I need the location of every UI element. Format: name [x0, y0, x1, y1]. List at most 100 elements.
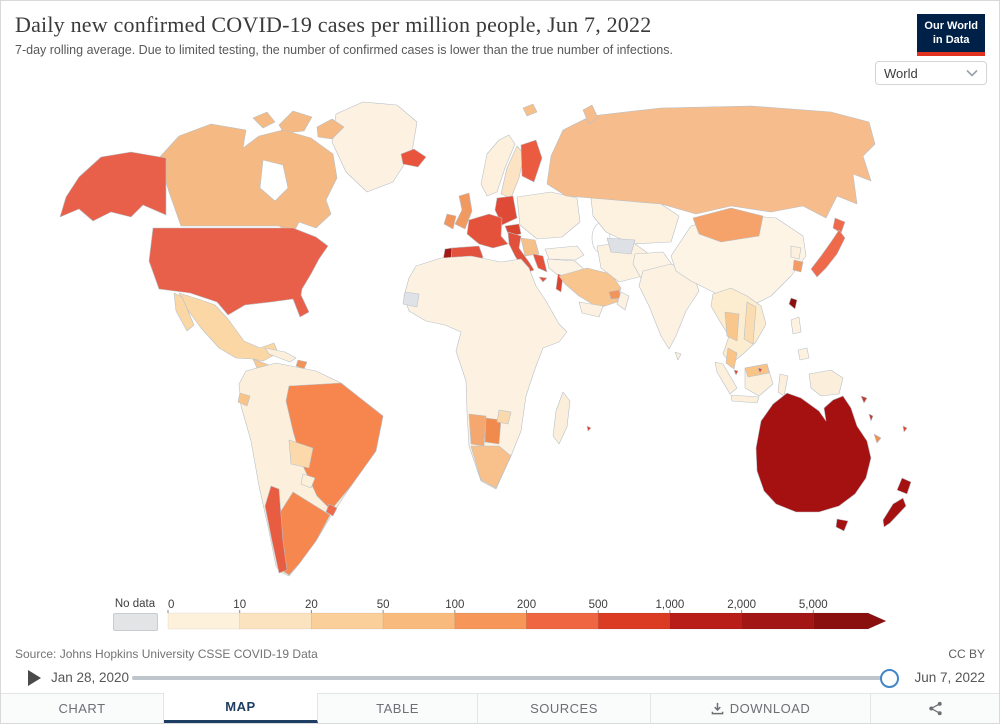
legend-bin[interactable]	[167, 612, 240, 630]
country-botswana[interactable]	[484, 417, 502, 445]
tab-share[interactable]	[871, 693, 999, 723]
legend-no-data-swatch[interactable]	[112, 613, 158, 631]
country-ireland[interactable]	[443, 213, 457, 230]
country-greenland[interactable]	[331, 101, 418, 193]
country-usa[interactable]	[148, 227, 329, 318]
legend-tick-label: 2,000	[727, 599, 756, 611]
country-canada-arctic[interactable]	[316, 118, 345, 140]
country-zimbabwe[interactable]	[496, 409, 512, 425]
svalbard[interactable]	[522, 103, 538, 117]
country-uruguay[interactable]	[325, 503, 338, 517]
tab-bar: CHART MAP TABLE SOURCES DOWNLOAD	[1, 693, 999, 723]
country-western-sahara[interactable]	[402, 291, 420, 308]
entity-dropdown[interactable]: World	[875, 61, 987, 85]
country-canada[interactable]	[158, 123, 338, 235]
country-cuba[interactable]	[264, 347, 297, 363]
region-eastern-europe[interactable]	[516, 191, 581, 240]
country-canada-arctic[interactable]	[278, 110, 313, 134]
play-button[interactable]	[28, 670, 41, 686]
country-greece-crete[interactable]	[538, 276, 548, 283]
country-brunei[interactable]	[757, 367, 763, 374]
country-vietnam[interactable]	[743, 301, 757, 345]
country-mauritius[interactable]	[586, 425, 592, 432]
owid-logo[interactable]: Our World in Data	[917, 14, 985, 56]
legend-tick-label: 1,000	[656, 599, 685, 611]
country-madagascar[interactable]	[552, 391, 571, 445]
country-thailand[interactable]	[724, 311, 740, 342]
country-solomon-islands[interactable]	[860, 395, 868, 404]
country-papua-new-guinea[interactable]	[808, 369, 844, 397]
country-paraguay[interactable]	[300, 473, 316, 489]
country-mexico-baja[interactable]	[173, 292, 195, 332]
country-italy[interactable]	[507, 231, 535, 274]
legend-no-data: No data	[111, 598, 159, 631]
legend-bin[interactable]	[741, 612, 814, 630]
country-sri-lanka[interactable]	[674, 351, 682, 361]
country-south-korea[interactable]	[792, 259, 804, 273]
country-turkey[interactable]	[544, 245, 585, 261]
country-new-zealand-south[interactable]	[882, 497, 907, 528]
novaya-zemlya[interactable]	[582, 104, 599, 125]
legend-bin[interactable]	[382, 612, 456, 630]
country-yemen[interactable]	[578, 301, 604, 318]
country-mongolia[interactable]	[692, 207, 764, 243]
country-indonesia-sumatra[interactable]	[714, 361, 738, 395]
timeline-track[interactable]	[132, 676, 889, 680]
owid-logo-line2: in Data	[932, 34, 970, 47]
country-iceland[interactable]	[400, 148, 427, 168]
country-chile[interactable]	[264, 485, 288, 574]
country-australia-tasmania[interactable]	[835, 518, 849, 532]
world-map[interactable]	[31, 96, 971, 586]
country-usa-alaska[interactable]	[59, 151, 167, 222]
country-norway[interactable]	[480, 134, 516, 197]
country-canada-arctic[interactable]	[252, 111, 276, 129]
timeline-start-date[interactable]: Jan 28, 2020	[51, 670, 130, 685]
legend-bin-open-ended[interactable]	[813, 612, 887, 630]
country-indonesia-java[interactable]	[730, 394, 760, 404]
country-fiji[interactable]	[902, 425, 908, 433]
source-text[interactable]: Source: Johns Hopkins University CSSE CO…	[15, 647, 318, 661]
country-taiwan[interactable]	[788, 297, 798, 310]
legend-bin[interactable]	[597, 612, 671, 630]
license-text[interactable]: CC BY	[948, 647, 985, 661]
country-japan[interactable]	[810, 229, 846, 278]
region-africa[interactable]	[403, 255, 568, 490]
country-finland[interactable]	[520, 139, 543, 183]
country-malaysia[interactable]	[725, 347, 738, 370]
country-greece[interactable]	[532, 253, 548, 273]
country-france[interactable]	[466, 213, 509, 249]
country-turkmenistan[interactable]	[606, 237, 636, 255]
country-new-caledonia[interactable]	[873, 433, 882, 444]
legend-color-scale[interactable]: 0 10 20 50 100 200 500 1,000 2,000 5,000	[167, 598, 891, 632]
country-singapore[interactable]	[733, 369, 739, 376]
timeline-end-date[interactable]: Jun 7, 2022	[914, 670, 985, 685]
country-ecuador[interactable]	[237, 392, 251, 407]
legend-bin[interactable]	[239, 612, 312, 630]
region-central-asia[interactable]	[590, 197, 680, 245]
country-saudi-arabia[interactable]	[558, 267, 622, 309]
country-malaysia-borneo[interactable]	[744, 363, 770, 378]
country-vanuatu[interactable]	[868, 413, 874, 422]
country-philippines-luzon[interactable]	[790, 316, 802, 335]
country-oman[interactable]	[616, 291, 630, 311]
country-philippines-mindanao[interactable]	[797, 347, 810, 361]
country-namibia[interactable]	[468, 413, 487, 447]
legend-bin[interactable]	[526, 612, 599, 630]
legend-bin[interactable]	[454, 612, 527, 630]
country-north-korea[interactable]	[790, 245, 802, 260]
country-australia[interactable]	[755, 392, 872, 513]
country-indonesia-sulawesi[interactable]	[777, 373, 789, 397]
legend-bin[interactable]	[311, 612, 384, 630]
country-south-africa[interactable]	[470, 445, 512, 489]
tab-map[interactable]: MAP	[164, 693, 318, 723]
country-bolivia[interactable]	[288, 439, 314, 469]
legend-bin[interactable]	[669, 612, 742, 630]
tab-download[interactable]: DOWNLOAD	[651, 693, 871, 723]
country-new-zealand-north[interactable]	[896, 477, 912, 495]
timeline-handle[interactable]	[880, 669, 899, 688]
tab-table[interactable]: TABLE	[318, 693, 478, 723]
region-balkans[interactable]	[520, 237, 540, 257]
tab-sources[interactable]: SOURCES	[478, 693, 651, 723]
country-uk[interactable]	[454, 192, 473, 230]
tab-chart[interactable]: CHART	[1, 693, 164, 723]
